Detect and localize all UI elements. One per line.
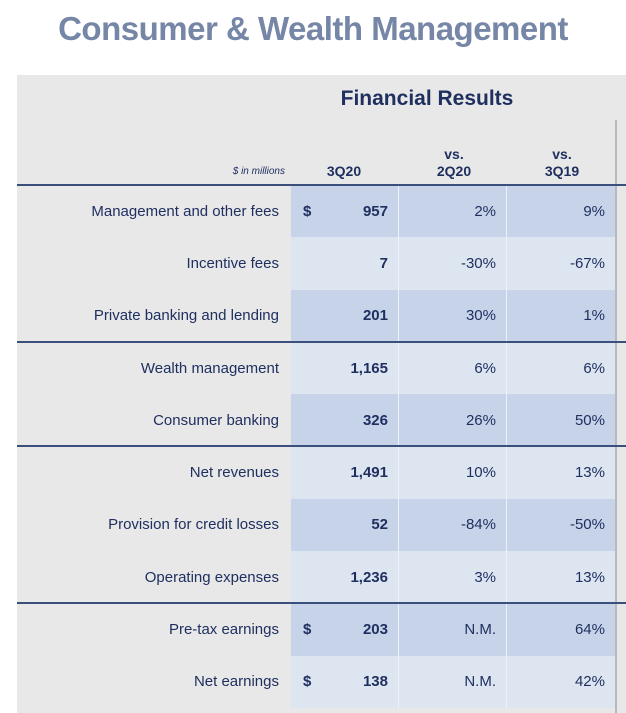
- vs-2q20-cell: -84%: [399, 498, 507, 552]
- vs-3q19-cell: -50%: [507, 498, 615, 552]
- value: 957: [362, 202, 388, 220]
- section-divider: [17, 184, 626, 186]
- row-label: Net earnings: [193, 673, 279, 691]
- table-row: Incentive fees 7 -30% -67%: [17, 237, 626, 290]
- table-row: Pre-tax earnings $ 203 N.M. 64%: [17, 603, 626, 656]
- value-cell: 1,236: [291, 551, 399, 604]
- row-label: Pre-tax earnings: [168, 621, 279, 639]
- value-cell: $ 203: [291, 603, 399, 656]
- vs-3q19-cell: 6%: [507, 341, 615, 395]
- column-header-3q20: 3Q20: [290, 163, 398, 180]
- dollar-sign: $: [303, 673, 312, 691]
- vs-2q20-cell: N.M.: [399, 655, 507, 708]
- value-cell: 326: [291, 394, 399, 447]
- vs-2q20-cell: 30%: [399, 289, 507, 342]
- value: 201: [362, 307, 388, 325]
- row-label: Incentive fees: [186, 254, 279, 272]
- section-divider: [17, 341, 626, 343]
- vs-2q20-cell: 10%: [399, 446, 507, 499]
- value-cell: 201: [291, 289, 399, 342]
- vs-3q19-cell: 64%: [507, 603, 615, 656]
- value-cell: 7: [291, 237, 399, 290]
- value: 326: [362, 411, 388, 429]
- table-row: Wealth management 1,165 6% 6%: [17, 341, 626, 395]
- section-divider: [17, 602, 626, 604]
- vs-3q19-cell: 13%: [507, 446, 615, 499]
- row-label: Private banking and lending: [93, 307, 279, 325]
- vs-3q19-cell: -67%: [507, 237, 615, 290]
- vs-2q20-cell: 2%: [399, 185, 507, 238]
- value-cell: $ 138: [291, 655, 399, 708]
- panel-title: Financial Results: [340, 87, 514, 110]
- table-row: Operating expenses 1,236 3% 13%: [17, 551, 626, 604]
- table-row: Net revenues 1,491 10% 13%: [17, 446, 626, 499]
- value-cell: 52: [291, 498, 399, 552]
- table-row: Net earnings $ 138 N.M. 42%: [17, 655, 626, 708]
- vs-2q20-cell: 3%: [399, 551, 507, 604]
- value: 1,165: [350, 359, 388, 377]
- row-label: Net revenues: [189, 464, 279, 482]
- vs-3q19-cell: 9%: [507, 185, 615, 238]
- value: 203: [362, 621, 388, 639]
- column-header-vs-2q20-line2: 2Q20: [436, 163, 472, 179]
- value: 138: [362, 673, 388, 691]
- vs-3q19-cell: 42%: [507, 655, 615, 708]
- page-title: Consumer & Wealth Management: [58, 10, 568, 47]
- vs-3q19-cell: 50%: [507, 394, 615, 447]
- column-header-3q20-label: 3Q20: [326, 163, 362, 179]
- row-label: Wealth management: [140, 359, 279, 377]
- row-label: Provision for credit losses: [108, 516, 279, 534]
- value: 1,491: [350, 464, 388, 482]
- vs-2q20-cell: N.M.: [399, 603, 507, 656]
- column-header-vs-2q20: vs. 2Q20: [400, 146, 508, 180]
- table-row: Management and other fees $ 957 2% 9%: [17, 185, 626, 238]
- table-row: Provision for credit losses 52 -84% -50%: [17, 498, 626, 552]
- row-label: Operating expenses: [144, 568, 279, 586]
- value: 1,236: [350, 568, 388, 586]
- right-divider: [615, 120, 617, 713]
- value: 7: [379, 254, 388, 272]
- table-row: Private banking and lending 201 30% 1%: [17, 289, 626, 342]
- vs-2q20-cell: 6%: [399, 341, 507, 395]
- dollar-sign: $: [303, 202, 312, 220]
- column-header-vs-3q19-line2: 3Q19: [544, 163, 580, 179]
- value-cell: 1,165: [291, 341, 399, 395]
- column-header-vs-3q19-line1: vs.: [552, 146, 572, 162]
- dollar-sign: $: [303, 621, 312, 639]
- vs-2q20-cell: -30%: [399, 237, 507, 290]
- units-label: $ in millions: [232, 166, 285, 177]
- table-row: Consumer banking 326 26% 50%: [17, 394, 626, 447]
- row-label: Management and other fees: [91, 202, 279, 220]
- vs-3q19-cell: 13%: [507, 551, 615, 604]
- value-cell: 1,491: [291, 446, 399, 499]
- row-label: Consumer banking: [153, 411, 279, 429]
- value: 52: [371, 516, 388, 534]
- column-header-vs-3q19: vs. 3Q19: [508, 146, 616, 180]
- vs-3q19-cell: 1%: [507, 289, 615, 342]
- value-cell: $ 957: [291, 185, 399, 238]
- results-table: Management and other fees $ 957 2% 9% In…: [17, 185, 626, 708]
- section-divider: [17, 445, 626, 447]
- financial-results-panel: Financial Results $ in millions 3Q20 vs.…: [17, 75, 626, 713]
- column-header-vs-2q20-line1: vs.: [444, 146, 464, 162]
- vs-2q20-cell: 26%: [399, 394, 507, 447]
